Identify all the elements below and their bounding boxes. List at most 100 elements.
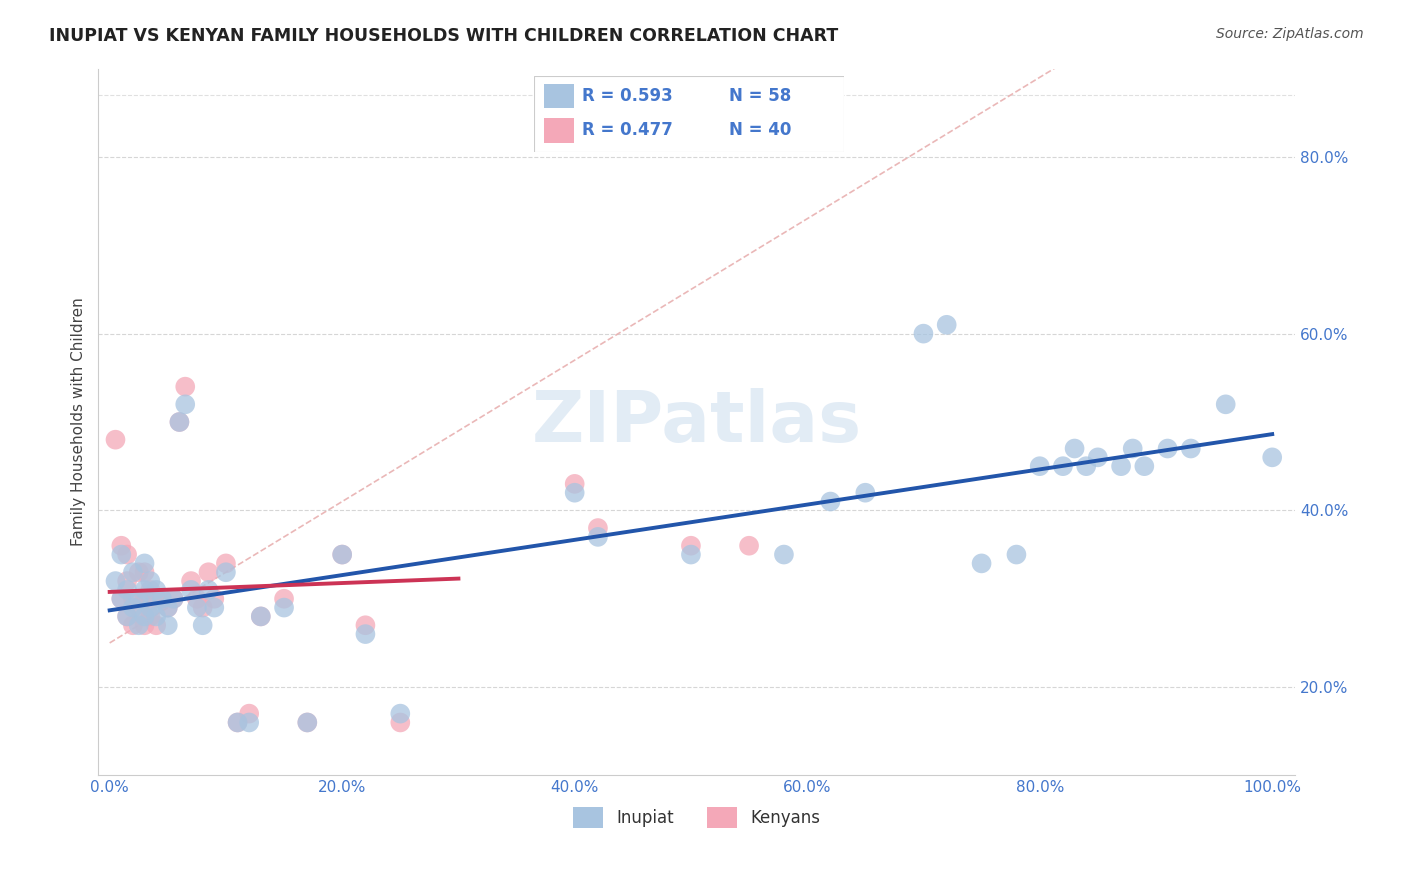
Point (1063, 442, 1085, 456)
Point (145, 591, 167, 606)
Point (1122, 442, 1144, 456)
Point (180, 574, 202, 588)
Point (330, 548, 353, 562)
Point (134, 609, 156, 624)
Point (354, 618, 377, 632)
Point (202, 591, 225, 606)
Point (249, 609, 271, 624)
Point (122, 591, 145, 606)
Point (238, 706, 260, 721)
Point (134, 591, 156, 606)
Text: Source: ZipAtlas.com: Source: ZipAtlas.com (1216, 27, 1364, 41)
Point (139, 600, 162, 615)
Point (1261, 450, 1284, 465)
Point (1087, 450, 1109, 465)
Point (139, 609, 162, 624)
Point (238, 715, 260, 730)
Point (150, 591, 173, 606)
Point (104, 433, 127, 447)
Point (773, 548, 796, 562)
Point (169, 415, 191, 429)
Point (110, 539, 132, 553)
Point (115, 609, 138, 624)
Point (115, 574, 138, 588)
Point (1109, 459, 1132, 474)
Point (273, 591, 295, 606)
Point (389, 706, 412, 721)
Point (215, 566, 238, 580)
Y-axis label: Family Households with Children: Family Households with Children (72, 298, 86, 547)
Point (115, 609, 138, 624)
Text: N = 58: N = 58 (730, 87, 792, 105)
Point (115, 582, 138, 597)
Point (820, 494, 842, 508)
Point (110, 591, 132, 606)
Point (1215, 397, 1237, 411)
Text: ZIPatlas: ZIPatlas (531, 387, 862, 457)
Point (134, 618, 156, 632)
Point (128, 566, 150, 580)
Point (389, 715, 412, 730)
Bar (544, 84, 575, 109)
Point (104, 574, 127, 588)
Point (586, 530, 609, 544)
Point (162, 591, 184, 606)
Point (1052, 459, 1074, 474)
Bar (544, 119, 575, 143)
Point (139, 582, 162, 597)
Point (215, 557, 238, 571)
Point (354, 627, 377, 641)
Point (156, 618, 179, 632)
Point (115, 548, 138, 562)
Point (586, 521, 609, 535)
Legend: Inupiat, Kenyans: Inupiat, Kenyans (567, 801, 827, 834)
Point (134, 557, 156, 571)
Point (180, 582, 202, 597)
Point (145, 582, 167, 597)
Point (679, 539, 702, 553)
Point (174, 379, 197, 393)
Point (1076, 459, 1098, 474)
Point (122, 600, 145, 615)
Text: INUPIAT VS KENYAN FAMILY HOUSEHOLDS WITH CHILDREN CORRELATION CHART: INUPIAT VS KENYAN FAMILY HOUSEHOLDS WITH… (49, 27, 838, 45)
Text: R = 0.477: R = 0.477 (582, 121, 673, 139)
Point (330, 548, 353, 562)
Point (1156, 442, 1178, 456)
Point (162, 591, 184, 606)
Point (297, 715, 319, 730)
Point (156, 600, 179, 615)
Point (191, 600, 214, 615)
Point (169, 415, 191, 429)
Point (150, 591, 173, 606)
Point (249, 609, 271, 624)
Point (122, 618, 145, 632)
Point (970, 557, 993, 571)
Point (273, 600, 295, 615)
Point (1180, 442, 1202, 456)
Point (679, 548, 702, 562)
Point (156, 600, 179, 615)
Text: N = 40: N = 40 (730, 121, 792, 139)
Point (564, 485, 586, 500)
Text: R = 0.593: R = 0.593 (582, 87, 673, 105)
Point (186, 600, 208, 615)
Point (297, 715, 319, 730)
Point (1028, 459, 1050, 474)
Point (564, 476, 586, 491)
Point (110, 591, 132, 606)
Point (1133, 459, 1156, 474)
Point (197, 566, 219, 580)
Point (738, 539, 761, 553)
Point (139, 574, 162, 588)
Point (191, 618, 214, 632)
Point (128, 618, 150, 632)
Point (128, 600, 150, 615)
Point (226, 715, 249, 730)
Point (853, 485, 876, 500)
Point (145, 609, 167, 624)
Point (145, 618, 167, 632)
Point (110, 548, 132, 562)
Point (912, 326, 935, 341)
Point (122, 566, 145, 580)
Point (134, 582, 156, 597)
